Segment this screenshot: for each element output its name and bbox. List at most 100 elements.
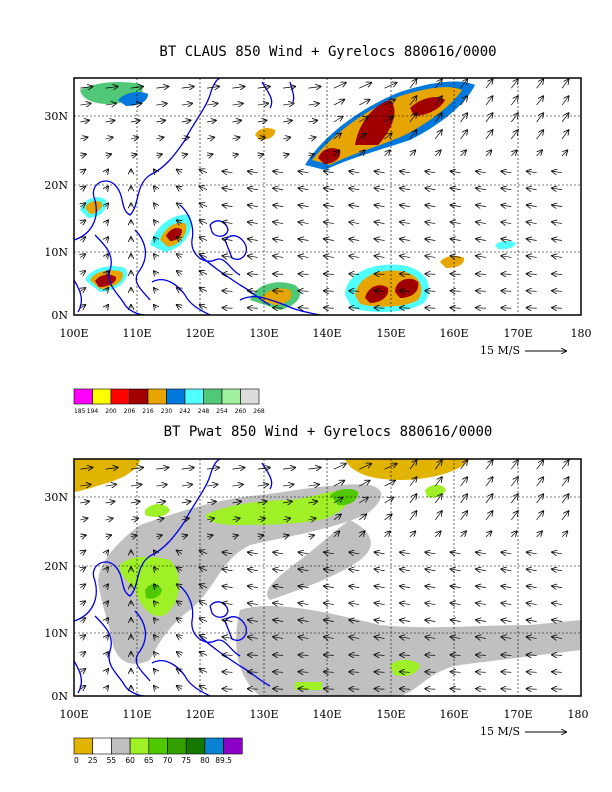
wind-vector	[434, 96, 442, 106]
wind-vector	[333, 464, 346, 470]
wind-vector	[80, 635, 85, 638]
legend-claus: 185 194 200 206 216 230 242 248 254 260 268	[73, 388, 265, 415]
wind-vector	[375, 552, 385, 554]
wind-vector	[527, 655, 537, 656]
scale-vector: 15 M/S	[480, 725, 566, 738]
wind-vector	[257, 103, 268, 105]
wind-vector	[485, 511, 493, 521]
wind-vector	[80, 271, 85, 274]
wind-vector	[562, 531, 567, 538]
legend-label: 268	[253, 408, 265, 415]
x-tick: 160E	[439, 327, 468, 340]
wind-vector	[130, 103, 141, 105]
wind-vector	[410, 531, 415, 538]
wind-vector	[105, 468, 118, 470]
x-tick: 170E	[503, 708, 532, 721]
wind-vector	[527, 603, 537, 605]
wind-vector	[258, 535, 263, 537]
wind-vector	[527, 308, 537, 309]
wind-vector	[283, 468, 295, 470]
wind-vector	[334, 150, 339, 157]
wind-vector	[200, 288, 208, 291]
wind-vector	[324, 620, 334, 622]
wind-vector	[400, 569, 410, 571]
wind-vector	[177, 186, 182, 189]
legend-swatch	[92, 737, 112, 755]
wind-vector	[106, 237, 108, 240]
y-axis-labels: 30N 20N 10N 0N	[44, 110, 68, 322]
wind-vector	[130, 484, 141, 486]
wind-vector	[434, 79, 442, 89]
wind-vector	[384, 133, 392, 140]
wind-vector	[536, 477, 544, 487]
wind-vector	[400, 205, 410, 207]
wind-vector	[80, 618, 85, 621]
wind-vector	[409, 494, 417, 504]
wind-vector	[400, 552, 410, 554]
pwat-dry-northwest	[74, 459, 140, 492]
wind-vector	[485, 130, 493, 140]
wind-vector	[434, 460, 442, 470]
wind-vector	[476, 586, 486, 588]
wind-vector	[200, 669, 208, 672]
wind-vector	[476, 171, 486, 173]
wind-vector	[552, 603, 563, 605]
wind-vector	[105, 518, 113, 520]
wind-vector	[299, 291, 309, 292]
wind-vectors-panel1	[80, 79, 568, 308]
wind-vector	[248, 308, 258, 309]
x-tick: 180	[568, 708, 589, 721]
wind-vector	[308, 468, 320, 470]
wind-vector	[223, 205, 233, 207]
wind-vector	[257, 468, 270, 470]
wind-vector	[223, 672, 233, 673]
wind-vector	[248, 274, 258, 275]
wind-vector	[400, 672, 410, 673]
wind-vector	[232, 87, 244, 89]
wind-vector	[273, 256, 284, 258]
wind-vector	[105, 501, 115, 503]
wind-vector	[154, 170, 157, 173]
wind-vector	[400, 291, 410, 292]
wind-vector	[451, 274, 461, 275]
wind-vector	[106, 669, 108, 672]
wind-vector	[349, 637, 360, 639]
wind-vector	[333, 117, 343, 123]
wind-vector	[451, 586, 461, 588]
wind-vector	[80, 137, 87, 139]
panel-claus: BT CLAUS 850 Wind + Gyrelocs 880616/0000	[44, 44, 591, 415]
wind-vector	[177, 686, 182, 689]
wind-vector	[154, 186, 157, 189]
wind-vector	[223, 552, 233, 554]
legend-swatch	[166, 388, 186, 405]
wind-vector	[476, 222, 486, 224]
cloud-cluster-north-pacific	[305, 81, 475, 170]
wind-vector	[248, 552, 258, 554]
wind-vector	[207, 518, 214, 520]
legend-label: 60	[125, 756, 135, 765]
wind-vector	[536, 494, 544, 504]
wind-vector	[501, 655, 512, 656]
x-axis-labels: 100E 110E 120E 130E 140E 150E 160E 170E …	[59, 708, 588, 721]
wind-vector	[207, 87, 219, 89]
wind-vector	[299, 569, 309, 571]
wind-vector	[181, 518, 189, 520]
wind-vector	[154, 254, 157, 257]
legend-swatch	[203, 388, 223, 405]
wind-vector	[451, 620, 461, 622]
wind-vector	[400, 637, 410, 639]
x-tick: 140E	[312, 327, 341, 340]
legend-swatch	[92, 388, 112, 405]
wind-vector	[400, 256, 410, 258]
wind-vector	[552, 672, 563, 673]
wind-vector	[511, 477, 518, 487]
wind-vector	[359, 100, 369, 106]
wind-vector	[80, 220, 85, 223]
wind-vector	[527, 620, 537, 622]
wind-vector	[299, 188, 309, 190]
wind-vector	[561, 79, 569, 89]
wind-vector	[324, 171, 334, 173]
wind-vector	[476, 308, 486, 309]
wind-vector	[105, 137, 113, 139]
wind-vector	[207, 535, 212, 537]
